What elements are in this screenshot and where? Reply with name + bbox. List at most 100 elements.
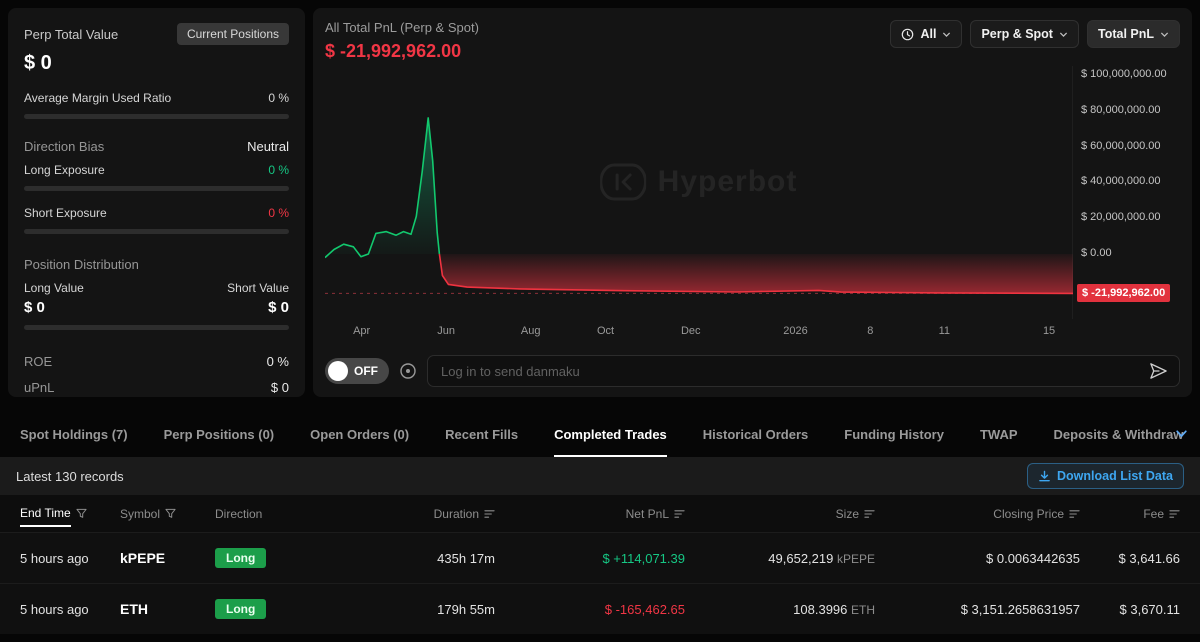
tab-spot-holdings-7[interactable]: Spot Holdings (7) [20, 426, 128, 442]
table-row[interactable]: 5 hours ago kPEPE Long 435h 17m $ +114,071.3… [0, 532, 1200, 583]
x-axis-tick: Jun [437, 325, 456, 337]
perp-total-value-title: Perp Total Value [24, 26, 119, 42]
tab-funding-history[interactable]: Funding History [844, 426, 944, 442]
top-row: Perp Total Value Current Positions $ 0 A… [8, 8, 1192, 397]
pnl-chart-panel: All Total PnL (Perp & Spot) $ -21,992,96… [313, 8, 1192, 397]
size-cell: 108.3996 ETH [793, 601, 875, 617]
size-cell: 49,652,219 kPEPE [768, 550, 875, 566]
tab-bar: Spot Holdings (7) Perp Positions (0) Open … [0, 411, 1200, 457]
end-time-cell: 5 hours ago [20, 550, 89, 566]
end-time-cell: 5 hours ago [20, 601, 89, 617]
perp-total-value: $ 0 [24, 52, 52, 74]
short-exposure-label: Short Exposure [24, 206, 107, 220]
tab-perp-positions-0[interactable]: Perp Positions (0) [163, 426, 275, 442]
long-value-label: Long Value [24, 281, 84, 295]
x-axis-tick: 11 [938, 325, 951, 337]
scope-label: Perp & Spot [981, 27, 1053, 41]
perp-total-value-panel: Perp Total Value Current Positions $ 0 A… [8, 8, 305, 397]
column-label: Fee [1143, 506, 1164, 521]
direction-cell: Long [215, 548, 305, 568]
y-axis-tick: $ 20,000,000.00 [1081, 211, 1161, 223]
danmaku-toggle[interactable]: OFF [325, 358, 389, 384]
danmaku-input[interactable] [427, 355, 1180, 387]
column-header-direction[interactable]: Direction [215, 502, 305, 526]
avg-margin-label: Average Margin Used Ratio [24, 91, 172, 105]
duration-cell: 435h 17m [437, 550, 495, 566]
pnl-chart[interactable]: Hyperbot [325, 66, 1073, 319]
bottom-section: Spot Holdings (7) Perp Positions (0) Open … [0, 411, 1200, 634]
time-range-dropdown[interactable]: All [890, 20, 963, 48]
download-icon [1039, 470, 1050, 481]
roe-value: 0 % [266, 354, 289, 369]
tab-historical-orders[interactable]: Historical Orders [702, 426, 809, 442]
avg-margin-value: 0 % [268, 91, 289, 105]
column-label: Duration [433, 506, 479, 521]
duration-cell: 179h 55m [437, 601, 495, 617]
pnl-panel-title: All Total PnL (Perp & Spot) [325, 20, 479, 35]
x-axis-tick: Aug [520, 325, 541, 337]
short-value-label: Short Value [227, 281, 289, 295]
metric-dropdown[interactable]: Total PnL [1086, 20, 1180, 48]
sort-icon [1069, 509, 1080, 518]
metric-label: Total PnL [1097, 27, 1154, 41]
x-axis: Apr Jun Aug Oct Dec 2026 8 11 15 [325, 325, 1073, 343]
tab-completed-trades[interactable]: Completed Trades [554, 411, 667, 457]
danmaku-bar: OFF [325, 355, 1180, 387]
upnl-value: $ 0 [270, 380, 289, 395]
column-header-symbol[interactable]: Symbol [120, 502, 215, 526]
long-value: $ 0 [24, 299, 45, 316]
sort-icon [674, 509, 685, 518]
pnl-panel-value: $ -21,992,962.00 [325, 41, 462, 61]
table-header: End Time Symbol Direction Duration Net PnL Si… [0, 495, 1200, 532]
records-bar: Latest 130 records Download List Data [0, 457, 1200, 495]
x-axis-tick: 15 [1042, 325, 1056, 337]
column-header-duration[interactable]: Duration [305, 502, 495, 526]
tab-open-orders-0[interactable]: Open Orders (0) [310, 426, 410, 442]
table-row[interactable]: 5 hours ago ETH Long 179h 55m $ -165,462.65 1… [0, 583, 1200, 634]
download-list-label: Download List Data [1057, 469, 1173, 483]
tab-twap[interactable]: TWAP [979, 426, 1018, 442]
size-unit: kPEPE [836, 551, 875, 566]
current-positions-button[interactable]: Current Positions [176, 23, 289, 45]
send-icon[interactable] [1149, 362, 1168, 383]
x-axis-tick: Apr [353, 325, 371, 337]
column-header-closing-price[interactable]: Closing Price [875, 502, 1080, 526]
x-axis-tick: 8 [867, 325, 874, 337]
filter-icon [165, 508, 176, 518]
y-axis-tick: $ 80,000,000.00 [1081, 104, 1161, 116]
table-body: 5 hours ago kPEPE Long 435h 17m $ +114,071.3… [0, 532, 1200, 634]
long-exposure-label: Long Exposure [24, 163, 105, 177]
scope-dropdown[interactable]: Perp & Spot [970, 20, 1079, 48]
closing-price-cell: $ 3,151.2658631957 [960, 601, 1080, 617]
x-axis-tick: Oct [596, 325, 615, 337]
net-pnl-cell: $ -165,462.65 [604, 601, 685, 617]
column-label: Direction [215, 506, 263, 521]
long-exposure-progress [24, 186, 289, 191]
symbol-cell: kPEPE [120, 550, 166, 566]
column-header-net-pnl[interactable]: Net PnL [495, 502, 685, 526]
column-label: Closing Price [993, 506, 1064, 521]
chevron-down-icon [943, 31, 951, 37]
position-distribution-progress [24, 325, 289, 330]
column-header-size[interactable]: Size [685, 502, 875, 526]
tab-deposits-withdraw[interactable]: Deposits & Withdraw [1053, 426, 1184, 442]
tab-recent-fills[interactable]: Recent Fills [445, 426, 519, 442]
column-header-end-time[interactable]: End Time [20, 501, 120, 527]
fee-cell: $ 3,670.11 [1119, 601, 1180, 617]
direction-badge: Long [215, 599, 267, 619]
closing-price-cell: $ 0.0063442635 [986, 550, 1080, 566]
danmaku-settings-icon[interactable] [399, 362, 417, 380]
tab-overflow-chevron-icon[interactable] [1175, 427, 1188, 443]
roe-label: ROE [24, 354, 53, 369]
symbol-cell: ETH [120, 601, 148, 617]
current-value-badge: $ -21,992,962.00 [1077, 284, 1171, 302]
download-list-button[interactable]: Download List Data [1027, 463, 1184, 489]
clock-icon [902, 28, 914, 40]
long-exposure-value: 0 % [268, 163, 289, 177]
y-axis-tick: $ 60,000,000.00 [1081, 140, 1161, 152]
filter-icon [76, 508, 87, 518]
column-header-fee[interactable]: Fee [1080, 502, 1180, 526]
short-exposure-progress [24, 229, 289, 234]
y-axis-tick: $ 40,000,000.00 [1081, 175, 1161, 187]
